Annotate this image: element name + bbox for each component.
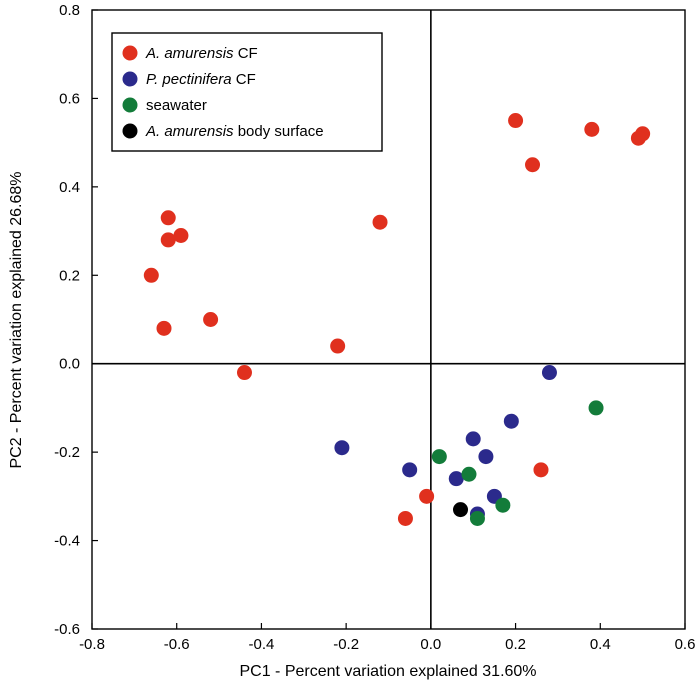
legend-items: A. amurensis CF P. pectinifera CF seawater… — [122, 45, 324, 140]
y-tick-label: -0.6 — [54, 621, 80, 638]
data-point-series-1 — [503, 413, 519, 429]
data-point-series-2 — [431, 449, 447, 465]
data-point-series-0 — [236, 365, 252, 381]
data-point-series-1 — [334, 440, 350, 456]
y-tick-label: 0.4 — [59, 179, 80, 196]
data-point-series-1 — [402, 462, 418, 478]
data-point-series-0 — [160, 210, 176, 226]
y-tick-label: 0.6 — [59, 90, 80, 107]
plot-frame — [91, 9, 686, 630]
x-tick-label: -0.8 — [79, 636, 105, 653]
data-point-series-0 — [584, 121, 600, 137]
legend-marker — [122, 123, 138, 139]
x-axis-ticks: -0.8 -0.6 -0.4 -0.2 0.0 0.2 0.4 0.6 — [79, 623, 695, 653]
data-point-series-1 — [541, 365, 557, 381]
x-tick-label: 0.6 — [675, 636, 696, 653]
data-point-series-2 — [588, 400, 604, 416]
data-point-series-0 — [419, 488, 435, 504]
legend-marker — [122, 45, 138, 61]
data-point-series-1 — [478, 449, 494, 465]
data-point-series-0 — [508, 113, 524, 129]
data-point-series-3 — [453, 502, 469, 518]
y-tick-label: 0.0 — [59, 356, 80, 373]
data-point-series-1 — [465, 431, 481, 447]
data-point-series-2 — [461, 466, 477, 482]
x-tick-label: -0.4 — [248, 636, 274, 653]
x-tick-label: 0.2 — [505, 636, 526, 653]
y-axis-ticks: -0.6 -0.4 -0.2 0.0 0.2 0.4 0.6 0.8 — [54, 2, 98, 638]
data-point-series-0 — [160, 232, 176, 248]
legend-box — [111, 32, 383, 152]
data-point-series-0 — [330, 338, 346, 354]
y-axis-title: PC2 - Percent variation explained 26.68% — [8, 171, 25, 468]
y-tick-label: 0.8 — [59, 2, 80, 19]
legend-label: seawater — [146, 97, 207, 114]
x-tick-label: 0.0 — [420, 636, 441, 653]
data-point-series-1 — [448, 471, 464, 487]
data-point-series-0 — [143, 267, 159, 283]
y-tick-label: -0.2 — [54, 444, 80, 461]
data-point-series-0 — [533, 462, 549, 478]
data-point-series-0 — [397, 510, 413, 526]
zero-lines — [92, 10, 685, 629]
legend-marker — [122, 97, 138, 113]
data-point-series-2 — [469, 510, 485, 526]
x-tick-label: -0.2 — [333, 636, 359, 653]
legend-label: P. pectinifera CF — [146, 71, 256, 88]
x-tick-label: -0.6 — [164, 636, 190, 653]
data-point-series-0 — [525, 157, 541, 173]
legend: A. amurensis CF P. pectinifera CF seawater… — [111, 32, 383, 152]
data-point-series-0 — [372, 214, 388, 230]
data-point-series-2 — [495, 497, 511, 513]
legend-marker — [122, 71, 138, 87]
y-tick-label: -0.4 — [54, 533, 80, 550]
x-tick-label: 0.4 — [590, 636, 611, 653]
legend-label: A. amurensis CF — [145, 45, 258, 62]
data-point-series-0 — [156, 320, 172, 336]
y-tick-label: 0.2 — [59, 267, 80, 284]
data-point-series-0 — [630, 130, 646, 146]
x-axis-title: PC1 - Percent variation explained 31.60% — [239, 663, 536, 680]
legend-label: A. amurensis body surface — [145, 123, 324, 140]
data-points — [143, 113, 651, 526]
data-point-series-0 — [173, 227, 189, 243]
data-point-series-0 — [203, 312, 219, 327]
